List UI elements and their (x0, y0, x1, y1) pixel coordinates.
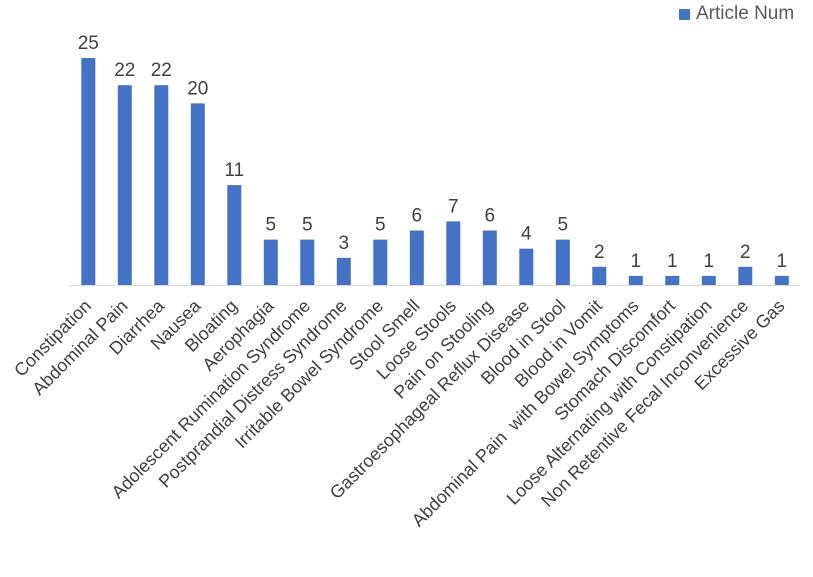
bar (263, 239, 278, 285)
legend-swatch (679, 8, 690, 20)
data-label: 5 (302, 215, 313, 236)
data-label: 1 (704, 251, 715, 272)
data-label: 11 (224, 160, 244, 181)
bar (482, 230, 497, 285)
bar (336, 257, 351, 285)
data-label: 1 (631, 251, 642, 272)
chart-legend: Article Num (679, 3, 794, 25)
bar (190, 103, 205, 286)
data-label: 7 (448, 196, 459, 217)
bar (555, 239, 570, 285)
bar (227, 185, 242, 285)
data-label: 1 (667, 251, 678, 272)
data-label: 5 (375, 215, 386, 236)
data-label: 22 (114, 60, 135, 81)
data-label: 20 (187, 78, 208, 99)
data-label: 25 (78, 33, 99, 54)
bar (519, 248, 534, 285)
bar (409, 230, 424, 285)
bar (373, 239, 388, 285)
bar (117, 85, 132, 285)
bar (665, 275, 680, 285)
bar (738, 266, 753, 285)
data-label: 2 (740, 242, 751, 263)
bar (446, 221, 461, 285)
data-label: 22 (151, 60, 172, 81)
data-label: 6 (412, 206, 423, 227)
bar (81, 58, 96, 285)
data-label: 5 (266, 215, 277, 236)
bar (701, 275, 716, 285)
bar (154, 85, 169, 285)
data-label: 6 (485, 206, 496, 227)
bar (300, 239, 315, 285)
bar (592, 266, 607, 285)
data-label: 5 (558, 215, 569, 236)
data-label: 3 (339, 233, 350, 254)
data-label: 4 (521, 224, 532, 245)
bar (774, 275, 789, 285)
legend-label: Article Num (696, 3, 795, 24)
data-label: 1 (777, 251, 788, 272)
bar (628, 275, 643, 285)
data-label: 2 (594, 242, 605, 263)
